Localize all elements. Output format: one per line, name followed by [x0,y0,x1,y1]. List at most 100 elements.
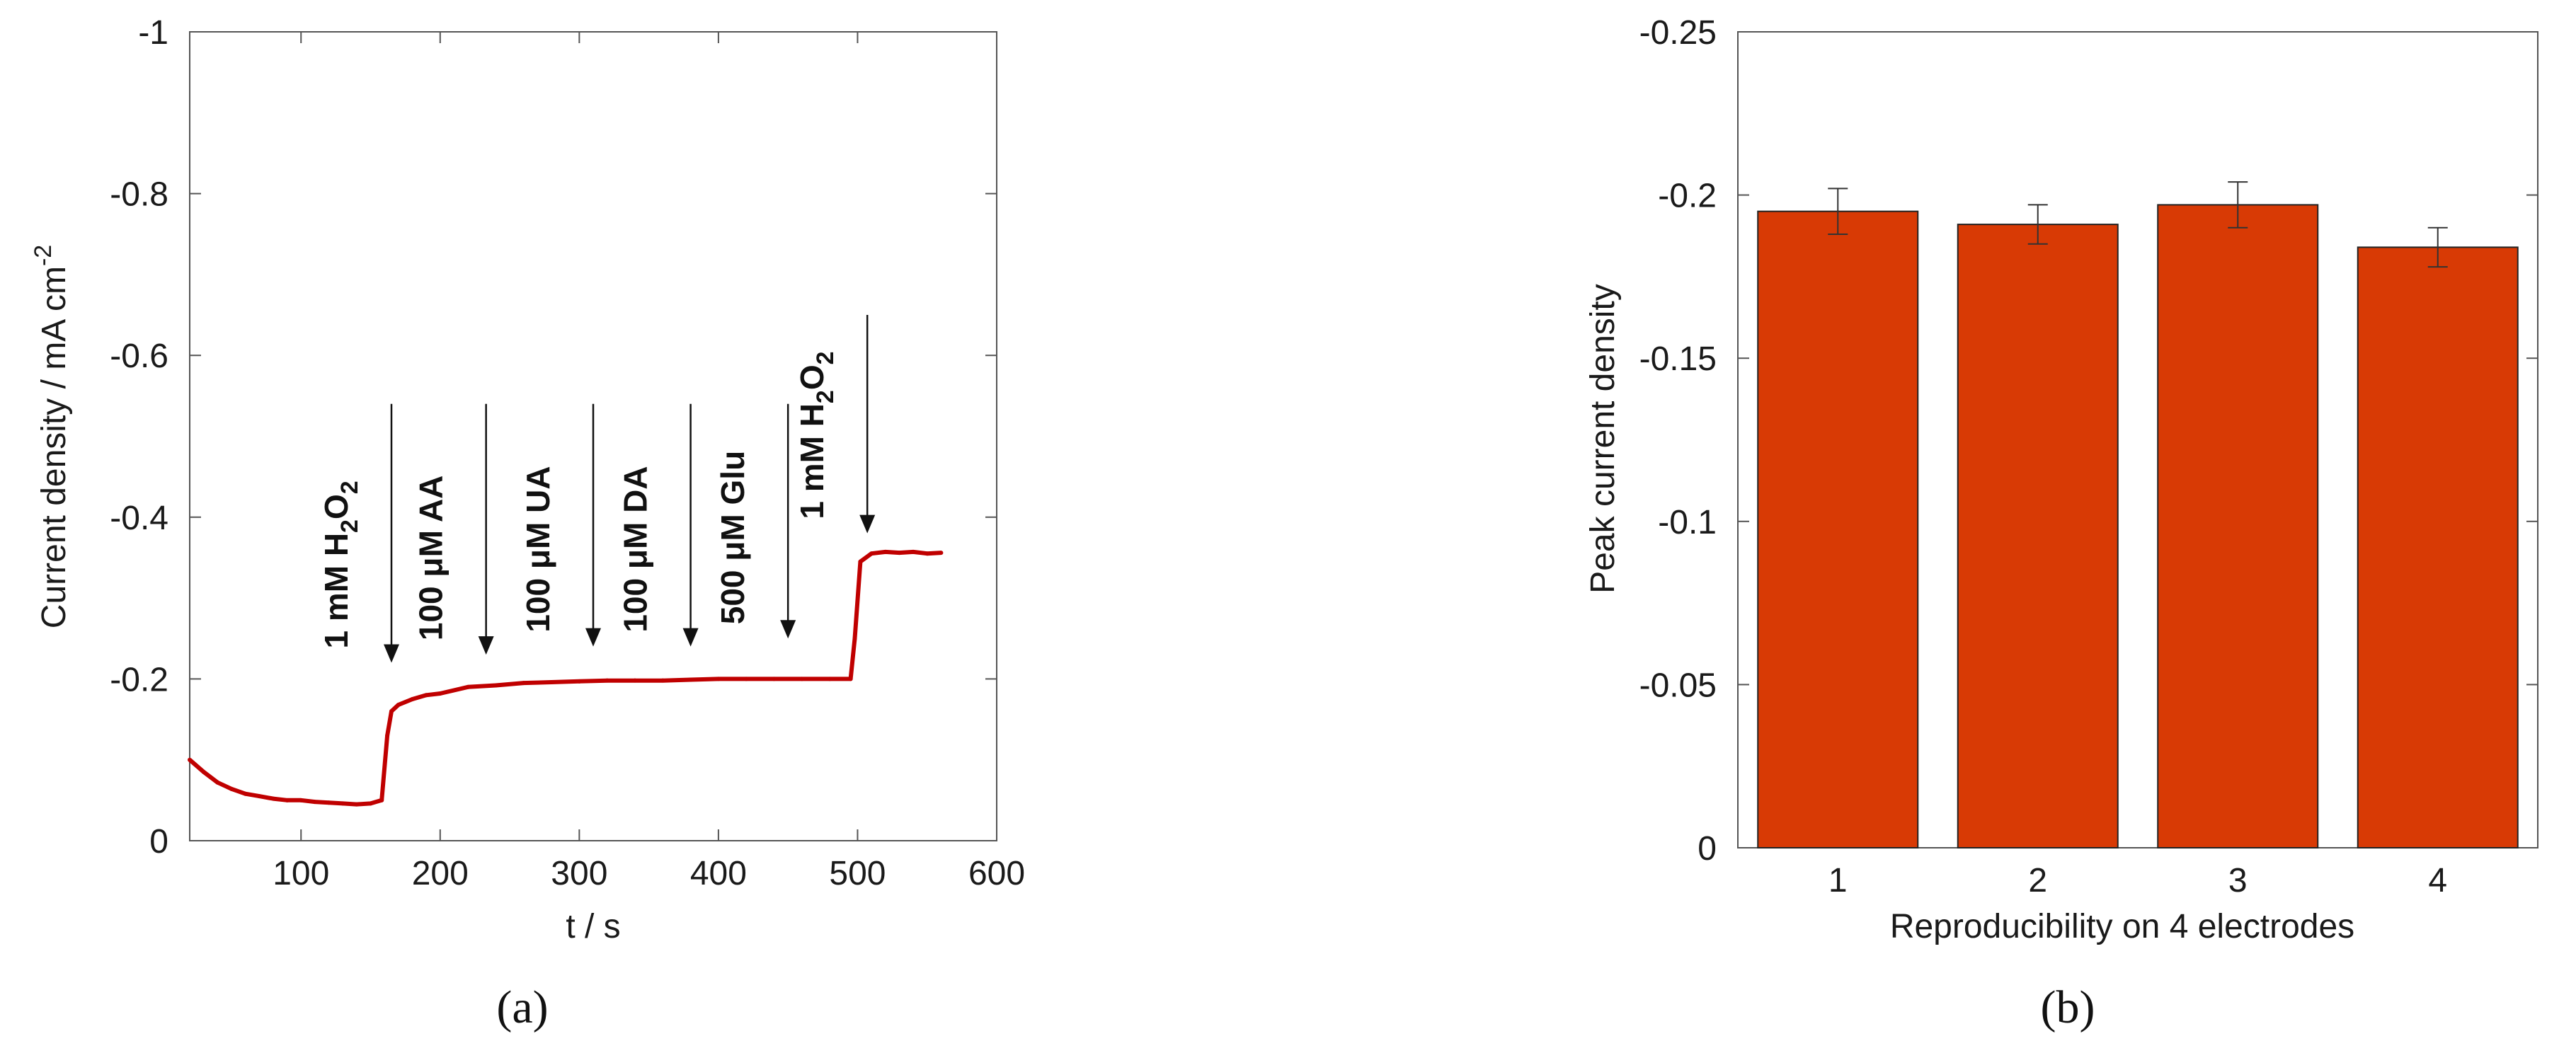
panel-b-bar [1957,224,2119,849]
panel-a-data-point [312,800,317,805]
panel-a-annotation-text: O [318,494,355,519]
panel-a-data-point [772,677,777,681]
panel-a-x-tick-label: 300 [551,855,607,892]
panel-a-annotation-text: 500 μM Glu [714,451,751,624]
panel-a-data-point [466,684,471,689]
panel-b-x-tick-label: 3 [2228,862,2248,899]
panel-a-annotation-arrowhead [478,636,494,655]
panel-a-annotation-label: 100 μM AA [413,476,450,641]
panel-a-annotation-subscript: 2 [336,519,363,533]
panel-a-x-tick-label: 200 [412,855,469,892]
panel-a-annotation-text: 100 μM UA [520,466,556,632]
panel-a-annotation-subscript: 2 [336,481,363,494]
panel-a-x-tick-label: 100 [273,855,329,892]
panel-a-annotation-arrowhead [780,620,796,639]
panel-a-annotation-label: 100 μM DA [617,466,654,632]
panel-b-label: (b) [2041,982,2095,1033]
panel-b-y-tick-label: -0.05 [1639,667,1717,704]
panel-a-data-point [354,802,359,807]
panel-a-data-point [858,559,863,564]
panel-a-y-tick-label: -0.4 [110,500,168,537]
panel-a-data-point [521,681,526,686]
panel-a-annotation-label: 1 mM H2O2 [794,351,839,519]
panel-b-x-tick-label: 1 [1828,862,1848,899]
panel-a-data-point [688,677,693,682]
panel-b-x-axis-label: Reproducibility on 4 electrodes [1890,908,2354,945]
panel-a-data-point [340,801,345,806]
panel-b-axis-ticks: 0 -0.05 -0.1 -0.15 -0.2 -0.25 [1639,14,2538,868]
panel-b-y-axis-label: Peak current density [1584,284,1622,594]
panel-a-y-tick-label: -1 [138,14,168,52]
panel-a-annotation-text: O [794,364,830,390]
panel-a-data-point [848,677,853,681]
panel-a-data-point [925,551,929,556]
panel-a-data-point [285,798,290,802]
panel-a-data-point [869,551,874,556]
panel-a-data-point [389,709,394,714]
panel-b-bar-chart: 0 -0.05 -0.1 -0.15 -0.2 -0.25 1 2 3 4 Reproducib… [1584,14,2538,1033]
panel-a-data-point [424,693,429,698]
panel-a-annotation-arrowhead [585,628,601,647]
panel-a-series [188,549,944,807]
panel-a-annotation-arrowhead [384,644,399,663]
panel-a-y-axis-label: Current density / mA cm-2 [30,245,73,628]
panel-a-annotation-label: 1 mM H2O2 [318,481,363,648]
panel-b-y-tick-label: 0 [1698,830,1717,868]
panel-a-data-point [188,757,192,762]
panel-a-x-tick-label: 400 [690,855,747,892]
panel-a-y-tick-label: 0 [149,823,168,861]
panel-a-data-point [660,678,665,683]
panel-a-data-point [897,551,902,556]
panel-a-data-point [243,791,248,796]
panel-a-annotation-text: 1 mM H [794,403,830,519]
panel-b-x-tick-label: 2 [2028,862,2047,899]
panel-a-data-point [257,794,262,799]
panel-a-data-point [493,683,498,688]
panel-a-data-point [229,786,234,791]
panel-a-annotation-text: 100 μM AA [413,476,450,641]
panel-a-line-chart: 100 200 300 400 500 600 0 -0.2 -0.4 -0.6 -0.8 -1 1 … [30,14,1025,1033]
panel-b-x-tick-label: 4 [2428,862,2447,899]
panel-a-data-point [410,696,415,701]
panel-b-y-tick-label: -0.15 [1639,340,1717,378]
panel-a-x-axis-label: t / s [566,908,620,945]
panel-a-annotation-subscript: 2 [812,351,839,364]
panel-a-annotation-arrowhead [859,514,876,534]
panel-a-data-point [549,679,554,684]
panel-a-data-point [299,798,304,802]
panel-a-data-point [368,801,373,806]
panel-a-annotation-label: 100 μM UA [520,466,556,632]
panel-a-plot-frame [189,31,997,841]
panel-a-data-point [744,677,749,681]
panel-a-data-point [396,702,401,707]
panel-a-y-tick-label: -0.6 [110,338,168,375]
panel-a-data-point [215,780,220,785]
panel-a-x-tick-label: 600 [968,855,1025,892]
panel-b-plot-frame [1737,31,2538,848]
panel-a-data-point [939,551,944,556]
panel-b-y-tick-label: -0.25 [1639,14,1717,52]
panel-a-annotation-text: 100 μM DA [617,466,654,632]
panel-a-x-tick-label: 500 [829,855,886,892]
panel-a-y-tick-label: -0.8 [110,176,168,214]
panel-a-data-point [852,636,857,641]
panel-a-data-point [716,677,721,681]
panel-a-annotation-label: 500 μM Glu [714,451,751,624]
panel-a-data-point [270,796,275,801]
panel-a-data-point [201,769,206,774]
panel-a-data-point [911,549,916,554]
panel-a-data-point [799,677,804,681]
panel-b-y-tick-label: -0.1 [1658,504,1717,541]
panel-b-y-tick-label: -0.2 [1658,178,1717,215]
panel-a-annotation-subscript: 2 [812,390,839,403]
panel-a-y-axis-label-superscript: -2 [30,245,57,266]
panel-a-annotations: 1 mM H2O2 100 μM AA 100 μM UA 100 μM DA 500 … [318,315,876,663]
panel-a-data-point [379,798,384,802]
panel-a-annotation-arrowhead [682,628,699,647]
panel-b-bar [1757,210,1919,849]
panel-b-bars: 1 2 3 4 [1757,181,2519,899]
panel-a-series-line [188,549,941,807]
panel-a-y-tick-label: -0.2 [110,661,168,698]
panel-a-axis-ticks: 100 200 300 400 500 600 0 -0.2 -0.4 -0.6 -0.8 -1 [110,14,1025,892]
